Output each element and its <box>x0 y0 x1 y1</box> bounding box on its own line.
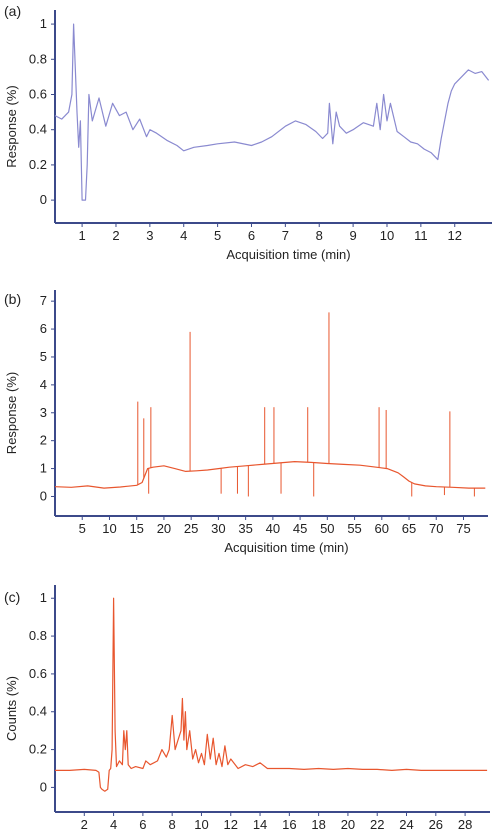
y-tick-label: 0.6 <box>29 86 47 101</box>
series-line <box>55 597 488 792</box>
series-line <box>54 461 486 489</box>
x-tick-label: 15 <box>129 521 143 536</box>
x-tick-label: 4 <box>110 817 117 832</box>
y-tick-label: 1 <box>40 590 47 605</box>
x-tick-label: 10 <box>380 228 394 243</box>
x-tick-label: 6 <box>248 228 255 243</box>
x-tick-label: 10 <box>102 521 116 536</box>
panel-label: (a) <box>4 3 21 19</box>
x-tick-label: 2 <box>81 817 88 832</box>
x-tick-label: 5 <box>214 228 221 243</box>
x-tick-label: 30 <box>211 521 225 536</box>
x-tick-label: 3 <box>146 228 153 243</box>
x-tick-label: 10 <box>194 817 208 832</box>
x-tick-label: 8 <box>316 228 323 243</box>
x-tick-label: 26 <box>429 817 443 832</box>
y-tick-label: 0.4 <box>29 704 47 719</box>
x-tick-label: 40 <box>266 521 280 536</box>
y-tick-label: 7 <box>40 293 47 308</box>
x-tick-label: 7 <box>282 228 289 243</box>
series-line <box>54 23 490 201</box>
x-tick-label: 65 <box>402 521 416 536</box>
x-tick-label: 6 <box>139 817 146 832</box>
x-tick-label: 18 <box>311 817 325 832</box>
y-tick-label: 4 <box>40 377 47 392</box>
panel-a: (a)1 2 3 4 5 6 7 8 9 10 11 1200.20.40.60.81Acquisit… <box>4 3 492 262</box>
x-tick-label: 60 <box>375 521 389 536</box>
x-tick-label: 45 <box>293 521 307 536</box>
y-tick-label: 0 <box>40 488 47 503</box>
y-axis-title: Response (%) <box>4 372 19 454</box>
x-tick-label: 16 <box>282 817 296 832</box>
y-tick-label: 3 <box>40 405 47 420</box>
x-axis-title: Acquisition time (min) <box>226 247 350 262</box>
x-tick-label: 55 <box>347 521 361 536</box>
x-tick-label: 35 <box>238 521 252 536</box>
x-tick-label: 20 <box>341 817 355 832</box>
x-tick-label: 9 <box>349 228 356 243</box>
x-tick-label: 25 <box>184 521 198 536</box>
x-tick-label: 28 <box>458 817 472 832</box>
y-tick-label: 0.2 <box>29 157 47 172</box>
x-axis-title: Acquisition time (min) <box>224 540 348 555</box>
x-tick-label: 70 <box>429 521 443 536</box>
x-tick-label: 12 <box>448 228 462 243</box>
x-tick-label: 11 <box>414 228 428 243</box>
x-tick-label: 14 <box>253 817 267 832</box>
y-axis-title: Response (%) <box>4 85 19 167</box>
y-tick-label: 1 <box>40 461 47 476</box>
x-tick-label: 2 <box>112 228 119 243</box>
x-tick-label: 50 <box>320 521 334 536</box>
x-tick-label: 8 <box>169 817 176 832</box>
y-tick-label: 0 <box>40 779 47 794</box>
y-tick-label: 0.8 <box>29 51 47 66</box>
y-tick-label: 0.6 <box>29 666 47 681</box>
y-tick-label: 2 <box>40 433 47 448</box>
panel-label: (c) <box>4 589 20 605</box>
y-tick-label: 0.8 <box>29 628 47 643</box>
x-tick-label: 22 <box>370 817 384 832</box>
y-tick-label: 1 <box>40 16 47 31</box>
y-tick-label: 6 <box>40 321 47 336</box>
y-tick-label: 0.4 <box>29 122 47 137</box>
x-tick-label: 4 <box>180 228 187 243</box>
panel-c: (c)2 4 6 8 10 12 14 16 18 20 22 24 26 2800.20.40.60.8… <box>4 585 490 832</box>
x-tick-label: 12 <box>224 817 238 832</box>
panel-label: (b) <box>4 291 21 307</box>
x-tick-label: 24 <box>399 817 413 832</box>
y-axis-title: Counts (%) <box>4 676 19 741</box>
x-tick-label: 20 <box>157 521 171 536</box>
panel-b: (b)5 10 15 20 25 30 35 40 45 50 55 60 65 70 7501234567… <box>4 290 488 555</box>
y-tick-label: 0.2 <box>29 742 47 757</box>
y-tick-label: 0 <box>40 192 47 207</box>
y-tick-label: 5 <box>40 349 47 364</box>
x-tick-label: 5 <box>79 521 86 536</box>
x-tick-label: 1 <box>78 228 85 243</box>
x-tick-label: 75 <box>456 521 470 536</box>
